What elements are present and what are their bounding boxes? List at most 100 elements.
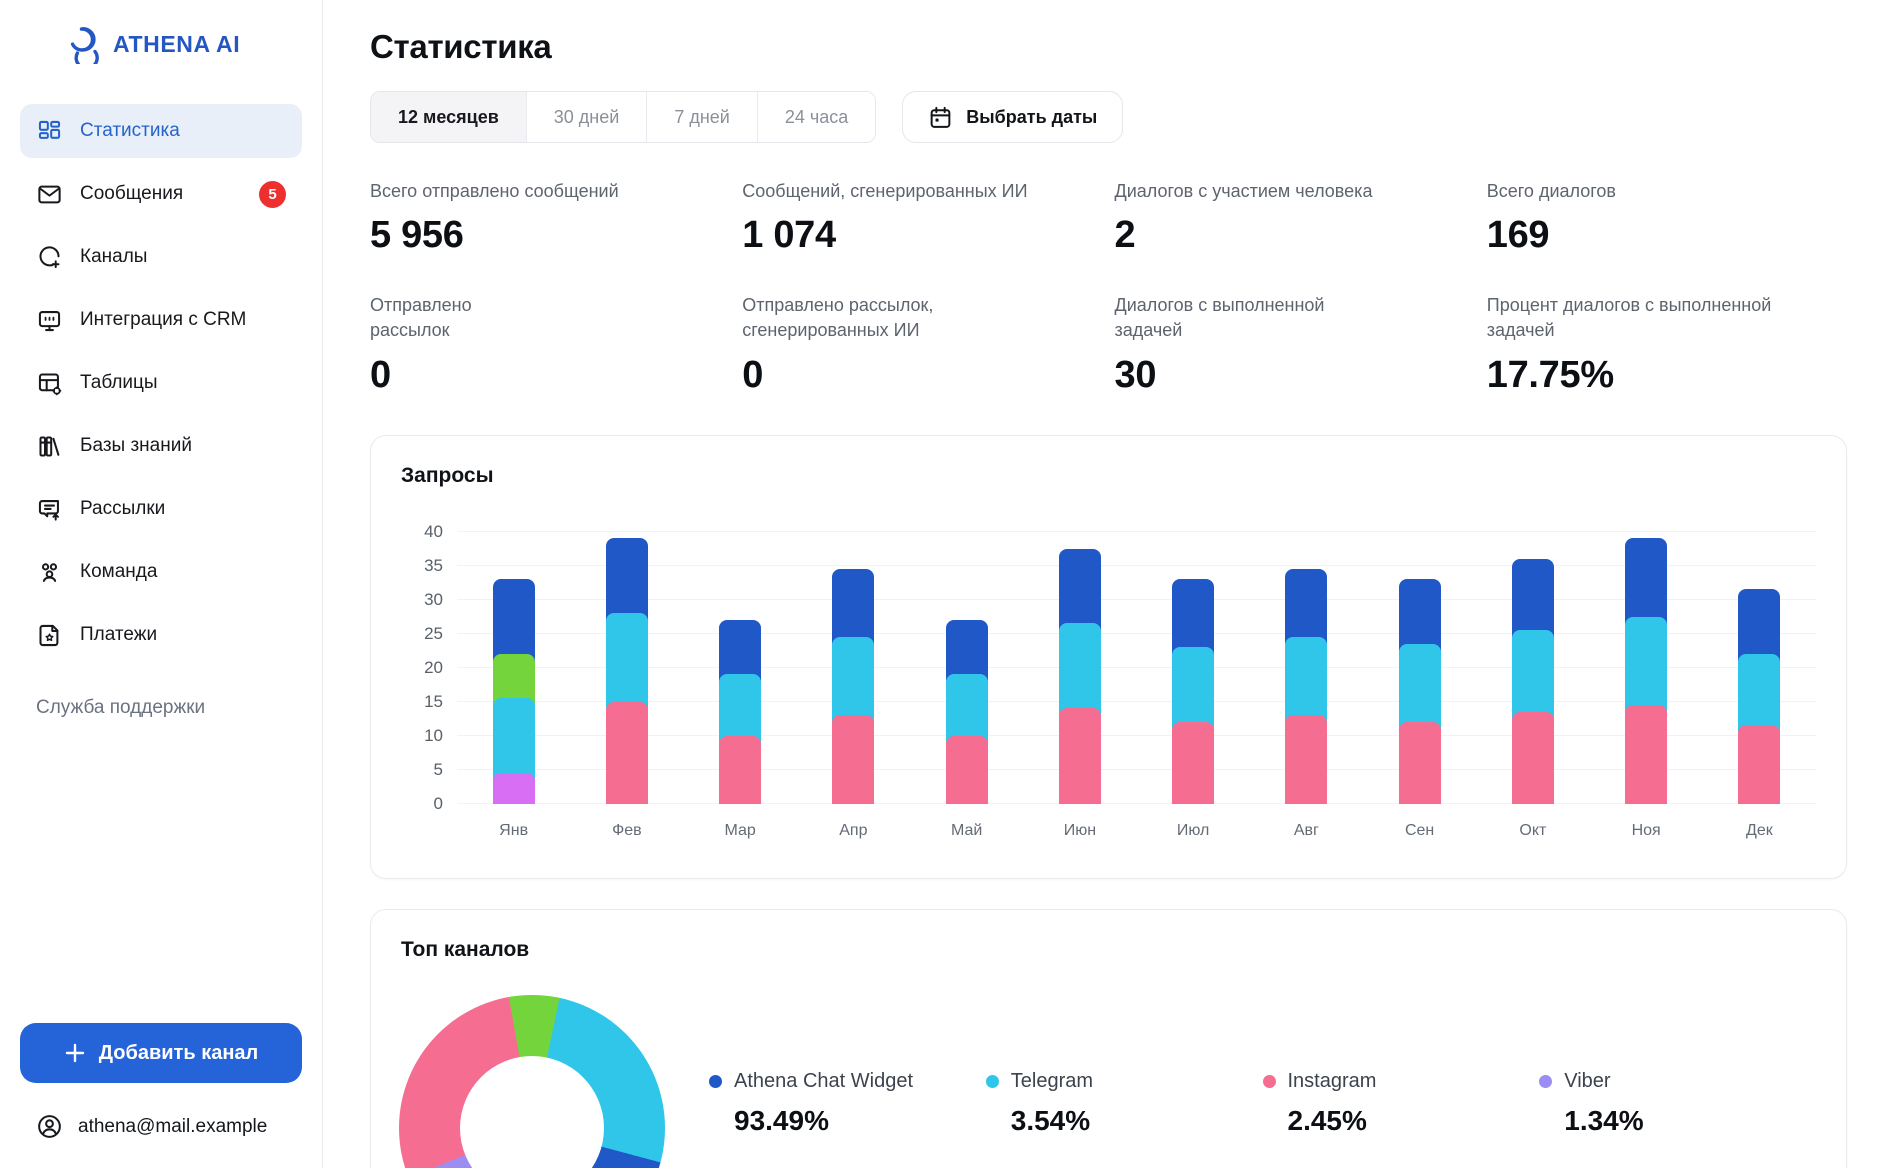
gridline <box>457 768 1816 770</box>
bar-segment <box>1058 623 1101 717</box>
bar-segment <box>1738 725 1781 804</box>
range-tab-3[interactable]: 7 дней <box>647 92 758 142</box>
bar-Ноя <box>1625 538 1668 804</box>
channels-legend: Athena Chat Widget 93.49% Telegram 3.54% Ins… <box>709 1070 1816 1137</box>
bar-Июн <box>1058 548 1101 804</box>
bar-segment <box>719 735 762 804</box>
y-axis-tick: 40 <box>424 521 443 541</box>
support-link[interactable]: Служба поддержки <box>36 697 206 718</box>
legend-label: Viber <box>1564 1069 1611 1092</box>
stat-label: Всего диалогов <box>1486 181 1616 201</box>
bar-segment <box>492 772 535 804</box>
y-axis-tick: 5 <box>433 759 443 779</box>
x-axis-label: Сен <box>1404 821 1435 839</box>
bar-Май <box>945 619 988 804</box>
bar-segment <box>1738 653 1781 734</box>
gridline <box>457 530 1816 532</box>
y-axis-tick: 15 <box>424 691 443 711</box>
stat-label: Диалогов с выполненной задачей <box>1114 295 1325 341</box>
stat-card: Диалогов с участием человека 2 <box>1115 179 1475 257</box>
bar-Авг <box>1285 568 1328 804</box>
channels-donut-chart <box>399 994 665 1168</box>
add-channel-label: Добавить канал <box>98 1041 259 1064</box>
x-axis-label: Июл <box>1176 821 1210 839</box>
bar-segment <box>719 674 762 744</box>
range-tab-1[interactable]: 12 месяцев <box>371 92 527 142</box>
stat-value: 30 <box>1114 353 1157 396</box>
bar-segment <box>945 735 988 804</box>
x-axis-label: Ноя <box>1631 821 1661 839</box>
team-icon <box>41 562 58 582</box>
stat-label: Всего отправлено сообщений <box>370 181 619 201</box>
bar-Апр <box>832 568 875 804</box>
requests-chart-title: Запросы <box>401 463 494 487</box>
monitor-icon <box>38 310 61 331</box>
range-tab-2[interactable]: 30 дней <box>526 92 648 142</box>
x-axis-label: Окт <box>1519 821 1547 839</box>
x-axis-label: Дек <box>1746 821 1773 839</box>
sidebar-item-label: Рассылки <box>80 498 166 519</box>
sidebar-item-label: Таблицы <box>80 372 158 393</box>
sidebar-item-dashboard[interactable]: Статистика <box>20 104 302 158</box>
bar-segment <box>1398 721 1441 804</box>
x-axis-label: Мар <box>724 821 756 839</box>
books-icon <box>39 435 60 457</box>
sidebar-item-broadcast[interactable]: Рассылки <box>20 482 302 536</box>
legend-item-telegram: Telegram 3.54% <box>985 1069 1263 1137</box>
sidebar-item-books[interactable]: Базы знаний <box>20 419 302 473</box>
account-row[interactable]: athena@mail.example <box>20 1113 302 1140</box>
stat-card: Всего отправлено сообщений 5 956 <box>370 179 730 257</box>
sidebar-nav: Статистика Сообщения 5 Каналы Интеграция с C… <box>20 104 302 671</box>
sidebar-item-label: Сообщения <box>80 183 184 204</box>
stat-card: Отправлено рассылок, сгенерированных ИИ 0 <box>742 293 1102 396</box>
unread-badge: 5 <box>259 180 286 208</box>
sidebar-item-payments[interactable]: Платежи <box>20 608 302 662</box>
legend-label: Telegram <box>1010 1069 1094 1092</box>
sidebar-item-chat-plus[interactable]: Каналы <box>20 230 302 284</box>
bars-layer <box>457 532 1816 804</box>
sidebar-item-label: Команда <box>80 561 158 582</box>
x-axis-label: Апр <box>839 821 868 839</box>
stat-card: Процент диалогов с выполненной задачей 17… <box>1487 293 1847 396</box>
x-axis-label: Июн <box>1063 821 1097 839</box>
bar-segment <box>1058 708 1101 804</box>
legend-dot-icon <box>1262 1074 1276 1088</box>
date-range-tabs: 12 месяцев 30 дней 7 дней 24 часа <box>370 91 877 143</box>
user-circle-icon <box>38 1115 61 1138</box>
dashboard-icon <box>38 120 61 139</box>
athena-logo[interactable]: ATHENA AI <box>62 24 294 64</box>
filters-row: 12 месяцев 30 дней 7 дней 24 часа Выбрать д… <box>370 91 1847 143</box>
sidebar-item-table-gear[interactable]: Таблицы <box>20 356 302 410</box>
bar-segment <box>605 613 648 710</box>
add-channel-button[interactable]: Добавить канал <box>20 1023 302 1083</box>
bar-segment <box>492 698 535 781</box>
sidebar: ATHENA AI Статистика Сообщения 5 Каналы Инте… <box>0 0 323 1168</box>
pick-dates-label: Выбрать даты <box>966 106 1098 127</box>
logo-text: ATHENA AI <box>113 30 241 57</box>
calendar-icon <box>930 106 951 128</box>
pick-dates-button[interactable]: Выбрать даты <box>902 91 1124 143</box>
bar-segment <box>492 579 535 662</box>
gridline <box>457 734 1816 736</box>
y-axis-tick: 10 <box>424 725 443 745</box>
bar-segment <box>605 701 648 804</box>
legend-label: Athena Chat Widget <box>734 1069 913 1092</box>
bar-segment <box>1285 636 1328 724</box>
x-axis-label: Янв <box>499 821 529 839</box>
range-tab-4[interactable]: 24 часа <box>757 92 876 142</box>
bar-segment <box>1511 711 1554 804</box>
table-gear-icon <box>38 372 62 395</box>
bar-segment <box>1172 579 1215 656</box>
mail-icon <box>38 185 61 203</box>
bar-segment <box>832 636 875 724</box>
gridline <box>457 666 1816 668</box>
sidebar-item-label: Каналы <box>80 246 148 267</box>
stat-value: 0 <box>742 353 764 396</box>
legend-item-instagram: Instagram 2.45% <box>1262 1070 1540 1137</box>
sidebar-item-team[interactable]: Команда <box>20 545 302 599</box>
sidebar-item-mail[interactable]: Сообщения 5 <box>20 167 302 221</box>
sidebar-item-label: Платежи <box>80 624 158 645</box>
sidebar-item-monitor[interactable]: Интеграция с CRM <box>20 293 302 347</box>
requests-plot-area: 0 5 10 15 20 25 30 35 40 <box>424 522 1816 813</box>
